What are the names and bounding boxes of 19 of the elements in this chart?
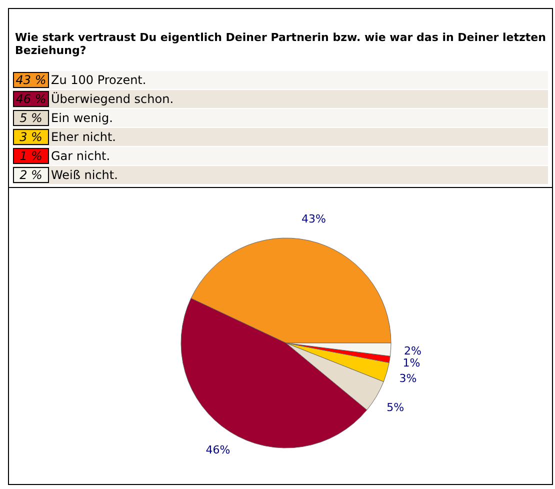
- legend-label: Gar nicht.: [51, 149, 110, 163]
- data-label: 1%: [402, 356, 420, 370]
- data-label: 3%: [399, 372, 417, 385]
- legend-label: Überwiegend schon.: [51, 92, 174, 106]
- text: 5 %: [13, 110, 49, 126]
- text: 1 %: [13, 148, 49, 164]
- data-label: 2%: [404, 344, 422, 358]
- legend-label: Zu 100 Prozent.: [51, 73, 146, 87]
- data-label: 46%: [206, 444, 230, 457]
- chart-title: Wie stark vertraust Du eigentlich Deiner Partnerin bzw. wie war das in Deiner letzten Beziehung?: [14, 30, 547, 59]
- legend-label: Ein wenig.: [51, 111, 113, 125]
- text: 3 %: [13, 129, 49, 145]
- data-label: 5%: [386, 401, 404, 414]
- text: 2 %: [13, 167, 49, 183]
- text: 43 %: [13, 72, 49, 88]
- legend-label: Weiß nicht.: [51, 168, 118, 182]
- legend-label: Eher nicht.: [51, 130, 116, 144]
- text: 46 %: [13, 91, 49, 107]
- data-label: 43%: [301, 212, 326, 226]
